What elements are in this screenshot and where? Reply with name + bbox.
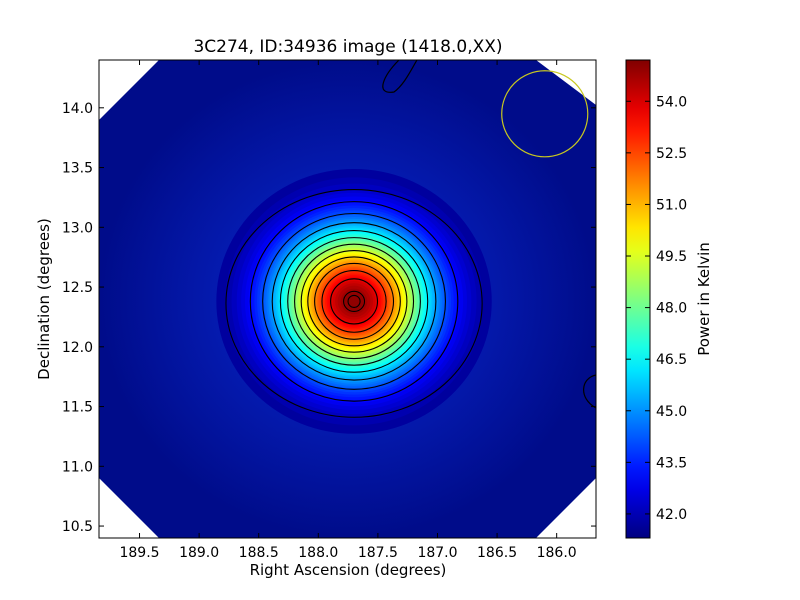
colorbar-tick-label: 43.5 xyxy=(656,455,687,471)
y-axis-ticks: 10.5 11.0 11.5 12.0 12.5 13.0 13.5 14.0 xyxy=(62,101,596,535)
colorbar-ticks: 42.0 43.5 45.0 46.5 48.0 49.5 51.0 52.5 54.0 xyxy=(626,94,687,523)
x-axis-ticks: 189.5 189.0 188.5 188.0 187.5 187.0 186.5 186.0 xyxy=(119,60,577,561)
plot-area: 189.5 189.0 188.5 188.0 187.5 187.0 186.5 186.0… xyxy=(62,59,597,561)
x-tick-label: 186.5 xyxy=(477,545,517,561)
x-tick-label: 189.0 xyxy=(179,545,219,561)
edge-contour xyxy=(382,60,418,93)
y-tick-label: 14.0 xyxy=(62,101,93,117)
x-tick-label: 186.0 xyxy=(537,545,577,561)
colorbar-tick-label: 54.0 xyxy=(656,94,687,110)
plot-frame xyxy=(98,59,597,539)
contour-lines xyxy=(225,188,483,418)
y-tick-label: 13.0 xyxy=(62,220,93,236)
y-tick-label: 13.5 xyxy=(62,161,93,177)
contour-line xyxy=(262,212,447,390)
x-axis-label: Right Ascension (degrees) xyxy=(250,561,447,579)
chart-title: 3C274, ID:34936 image (1418.0,XX) xyxy=(193,37,502,57)
x-tick-label: 188.5 xyxy=(239,545,279,561)
colorbar-tick-label: 42.0 xyxy=(656,507,687,523)
y-tick-label: 11.0 xyxy=(62,459,93,475)
x-tick-label: 187.0 xyxy=(417,545,457,561)
contour-line xyxy=(279,230,429,373)
y-tick-label: 10.5 xyxy=(62,519,93,535)
contour-line xyxy=(307,256,401,347)
colorbar-tick-label: 45.0 xyxy=(656,404,687,420)
x-tick-label: 189.5 xyxy=(119,545,159,561)
y-tick-label: 12.0 xyxy=(62,340,93,356)
y-tick-label: 11.5 xyxy=(62,400,93,416)
contour-line xyxy=(321,269,387,333)
y-axis-label: Declination (degrees) xyxy=(35,218,53,380)
edge-contour xyxy=(583,374,596,409)
contour-line xyxy=(330,278,379,325)
contour-line xyxy=(271,222,437,381)
colorbar-tick-label: 52.5 xyxy=(656,146,687,162)
source-emission xyxy=(216,168,492,434)
colorbar: 42.0 43.5 45.0 46.5 48.0 49.5 51.0 52.5 54.0 Pow… xyxy=(625,59,713,539)
contour-line xyxy=(294,243,415,360)
contour-line xyxy=(287,237,421,366)
colorbar-tick-label: 49.5 xyxy=(656,249,687,265)
contour-line xyxy=(225,188,483,418)
colorbar-tick-label: 46.5 xyxy=(656,352,687,368)
edge-contours xyxy=(382,60,596,409)
x-tick-label: 187.5 xyxy=(358,545,398,561)
beam-circle xyxy=(501,70,589,158)
colorbar-tick-label: 51.0 xyxy=(656,197,687,213)
y-tick-label: 12.5 xyxy=(62,280,93,296)
contour-line xyxy=(314,262,395,340)
colorbar-label: Power in Kelvin xyxy=(695,242,713,356)
x-tick-label: 188.0 xyxy=(298,545,338,561)
colorbar-tick-label: 48.0 xyxy=(656,301,687,317)
contour-line xyxy=(343,290,366,312)
contour-line xyxy=(347,294,361,308)
contour-line xyxy=(249,201,459,402)
contour-line xyxy=(300,250,408,353)
colorbar-gradient xyxy=(625,59,651,539)
